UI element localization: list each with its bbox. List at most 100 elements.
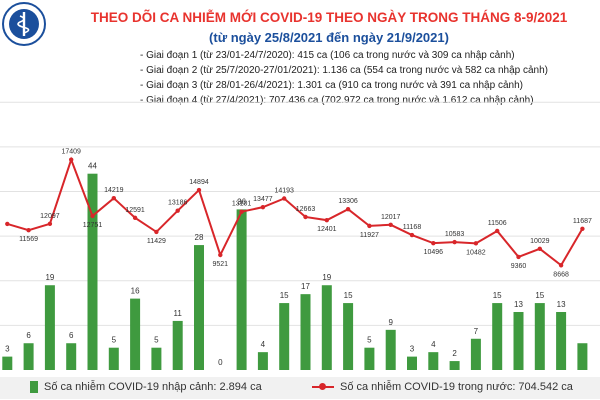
- line-label-31/8: 12591: [125, 207, 145, 214]
- gridlines: [0, 101, 600, 326]
- bar-label-17/9: 15: [493, 291, 502, 300]
- line-point-01/9: [154, 229, 159, 235]
- line-point-12/9: [388, 222, 393, 227]
- line-label-18/9: 9360: [511, 263, 527, 270]
- bar-02/9: [172, 320, 183, 370]
- line-label-03/9: 14894: [189, 179, 209, 186]
- line-point-17/9: [495, 228, 500, 234]
- line-point-13/9: [409, 232, 415, 238]
- bar-03/9: [194, 245, 204, 370]
- bar-21/9: [577, 343, 588, 370]
- line-point-06/9: [260, 204, 266, 210]
- bar-label-09/9: 19: [322, 273, 331, 282]
- line-point-16/9: [473, 241, 479, 246]
- bar-label-06/9: 4: [261, 340, 266, 349]
- bar-05/9: [236, 209, 247, 370]
- bar-18/9: [513, 312, 524, 370]
- legend-domestic-label: Số ca nhiễm COVID-19 trong nước: 704.542…: [340, 381, 573, 393]
- line-label-06/9: 13477: [253, 196, 273, 203]
- line-label-12/9: 12017: [381, 214, 401, 221]
- line-point-07/9: [282, 196, 287, 201]
- line-label-11/9: 11927: [360, 232, 379, 239]
- bar-13/9: [407, 356, 417, 370]
- bar-label-30/8: 5: [112, 336, 117, 345]
- phase-item-4: Giai đoạn 4 (từ 27/4/2021): 707.436 ca (…: [140, 93, 548, 108]
- bar-label-11/9: 5: [367, 336, 372, 345]
- line-label-29/8: 12751: [83, 222, 103, 229]
- line-label-10/9: 13306: [338, 198, 358, 205]
- line-point-21/9: [580, 226, 585, 231]
- line-label-01/9: 11429: [147, 238, 166, 245]
- bar-label-04/9: 0: [218, 358, 223, 367]
- bar-16/9: [470, 338, 481, 370]
- bar-label-27/8: 19: [45, 273, 54, 282]
- bar-14/9: [428, 352, 439, 370]
- line-label-28/8: 17409: [61, 149, 81, 156]
- bar-28/8: [66, 343, 77, 370]
- line-label-30/8: 14219: [104, 187, 124, 194]
- legend-bar-swatch: [30, 381, 38, 393]
- legend-item-domestic: Số ca nhiễm COVID-19 trong nước: 704.542…: [312, 381, 573, 393]
- line-label-08/9: 12663: [296, 206, 316, 213]
- line-label-15/9: 10583: [445, 231, 465, 238]
- line-point-11/9: [367, 223, 372, 229]
- line-label-09/9: 12401: [317, 226, 337, 233]
- bar-31/8: [130, 298, 141, 370]
- bar-25/8: [2, 356, 13, 370]
- domestic-series-line: [7, 156, 584, 267]
- line-point-26/8: [26, 228, 31, 233]
- bar-09/9: [321, 285, 332, 370]
- line-label-17/9: 11506: [488, 220, 507, 227]
- line-point-02/9: [175, 208, 180, 213]
- bar-08/9: [300, 294, 311, 370]
- bar-label-01/9: 5: [154, 336, 159, 345]
- bar-06/9: [257, 352, 268, 370]
- line-point-25/8: [5, 221, 10, 227]
- line-label-13/9: 11168: [403, 224, 422, 231]
- bar-label-16/9: 7: [474, 327, 479, 336]
- bar-12/9: [385, 329, 396, 370]
- domestic-cases-line: [5, 156, 585, 268]
- line-point-29/8: [90, 213, 95, 219]
- chart-legend: Số ca nhiễm COVID-19 nhập cảnh: 2.894 ca…: [0, 377, 600, 399]
- bar-label-15/9: 2: [452, 349, 457, 358]
- line-point-15/9: [452, 239, 457, 245]
- line-point-08/9: [303, 214, 308, 220]
- phase-item-1: Giai đoạn 1 (từ 23/01-24/7/2020): 415 ca…: [140, 48, 548, 63]
- line-point-18/9: [516, 254, 521, 260]
- bar-label-18/9: 13: [514, 300, 523, 309]
- line-point-30/8: [111, 195, 117, 201]
- bar-label-14/9: 4: [431, 340, 436, 349]
- bar-label-20/9: 13: [557, 300, 566, 309]
- import-cases-bars: [2, 173, 588, 370]
- line-point-09/9: [324, 217, 329, 223]
- line-label-07/9: 14193: [274, 188, 294, 195]
- bar-01/9: [151, 347, 162, 370]
- legend-item-import: Số ca nhiễm COVID-19 nhập cảnh: 2.894 ca: [30, 381, 262, 393]
- legend-line-swatch: [312, 381, 334, 393]
- line-point-27/8: [47, 221, 53, 227]
- bar-10/9: [343, 303, 354, 370]
- bar-29/8: [87, 173, 98, 370]
- line-label-27/8: 12097: [40, 213, 60, 220]
- bar-19/9: [534, 303, 545, 370]
- bar-label-07/9: 15: [280, 291, 289, 300]
- bar-label-28/8: 6: [69, 331, 74, 340]
- bar-label-02/9: 11: [174, 309, 183, 318]
- line-label-26/8: 11569: [19, 236, 38, 243]
- bar-label-12/9: 9: [388, 318, 393, 327]
- line-point-05/9: [239, 209, 244, 214]
- bar-07/9: [279, 303, 290, 370]
- line-point-10/9: [345, 207, 351, 212]
- bar-11/9: [364, 347, 375, 370]
- ministry-logo: [2, 2, 46, 46]
- bar-label-13/9: 3: [410, 345, 415, 354]
- bar-30/8: [108, 347, 119, 370]
- bar-27/8: [44, 285, 55, 370]
- line-label-02/9: 13186: [168, 200, 188, 207]
- line-label-16/9: 10482: [466, 249, 486, 256]
- bar-17/9: [492, 303, 503, 370]
- line-point-31/8: [132, 215, 138, 221]
